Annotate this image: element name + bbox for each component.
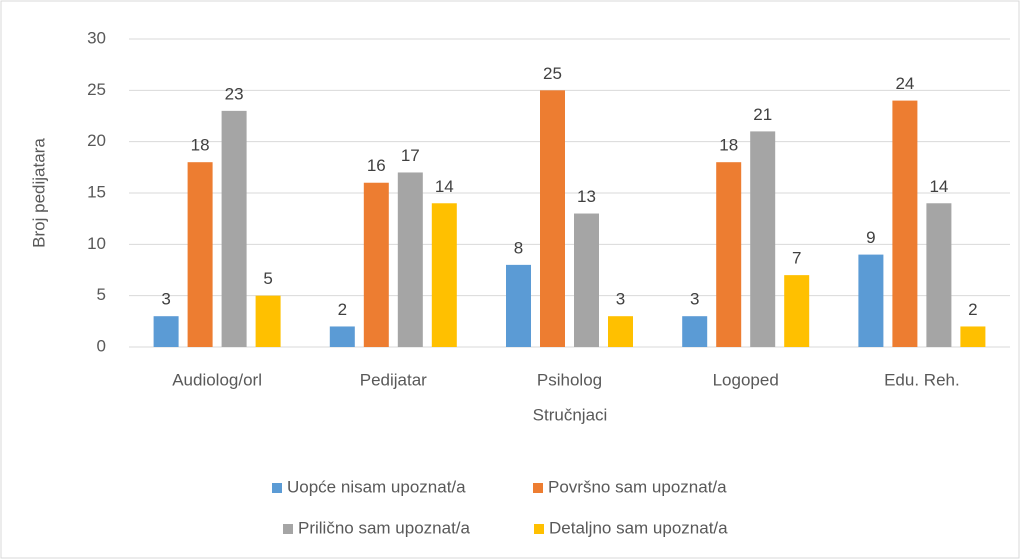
y-tick-label: 20: [87, 131, 106, 150]
legend-label: Površno sam upoznat/a: [548, 477, 727, 496]
legend-label: Uopće nisam upoznat/a: [287, 477, 466, 496]
data-label: 14: [435, 177, 454, 196]
bar: [221, 110, 247, 347]
data-label: 7: [792, 249, 801, 268]
data-label: 23: [225, 84, 244, 103]
x-tick-label: Pedijatar: [360, 370, 427, 389]
legend-swatch: [283, 524, 293, 534]
data-label: 14: [929, 177, 948, 196]
data-label: 25: [543, 64, 562, 83]
bar: [574, 213, 599, 347]
bar: [506, 264, 531, 347]
legend-label: Prilično sam upoznat/a: [298, 518, 471, 537]
y-tick-label: 0: [97, 336, 106, 355]
bar: [960, 326, 986, 347]
data-label: 16: [367, 156, 386, 175]
data-label: 24: [895, 74, 914, 93]
data-label: 8: [514, 238, 523, 257]
bar: [682, 316, 708, 347]
data-label: 3: [616, 290, 625, 309]
data-label: 5: [263, 269, 272, 288]
bar: [431, 203, 457, 347]
data-label: 17: [401, 146, 420, 165]
legend-swatch: [272, 483, 282, 493]
bar: [608, 316, 633, 347]
bar: [187, 162, 213, 347]
data-label: 3: [161, 290, 170, 309]
bar: [858, 254, 884, 347]
bar: [926, 203, 952, 347]
bar: [716, 162, 742, 347]
bar: [363, 182, 389, 347]
x-tick-label: Edu. Reh.: [884, 370, 960, 389]
bar: [784, 275, 810, 347]
legend-swatch: [534, 524, 544, 534]
y-tick-label: 5: [97, 285, 106, 304]
y-tick-label: 10: [87, 234, 106, 253]
bar: [153, 316, 179, 347]
data-label: 3: [690, 290, 699, 309]
bar: [540, 90, 565, 347]
y-axis-title: Broj pedijatara: [29, 138, 48, 248]
bar: [329, 326, 355, 347]
x-tick-label: Audiolog/orl: [172, 370, 262, 389]
data-label: 21: [753, 105, 772, 124]
y-tick-label: 25: [87, 80, 106, 99]
data-label: 2: [338, 300, 347, 319]
data-label: 9: [866, 228, 875, 247]
legend-label: Detaljno sam upoznat/a: [549, 518, 728, 537]
data-label: 2: [968, 300, 977, 319]
data-label: 13: [577, 187, 596, 206]
legend-swatch: [533, 483, 543, 493]
bar: [255, 295, 281, 347]
y-tick-label: 15: [87, 182, 106, 201]
x-axis-title: Stručnjaci: [533, 405, 608, 424]
y-tick-label: 30: [87, 28, 106, 47]
x-tick-label: Logoped: [713, 370, 779, 389]
data-label: 18: [191, 136, 210, 155]
x-tick-label: Psiholog: [537, 370, 602, 389]
bar: [397, 172, 423, 347]
bar: [750, 131, 776, 347]
bar: [892, 100, 918, 347]
data-label: 18: [719, 136, 738, 155]
